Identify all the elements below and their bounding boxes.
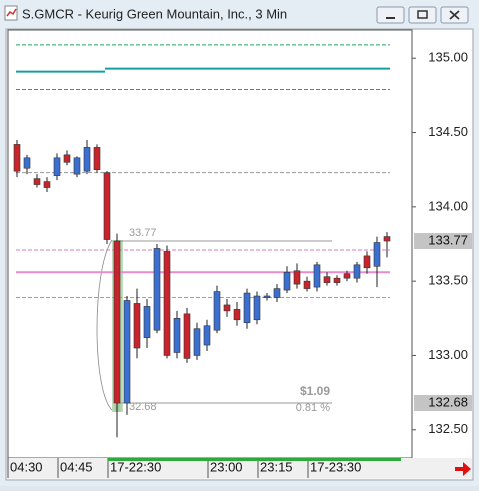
y-tick-label: 133.00	[428, 347, 468, 362]
scroll-arrow[interactable]	[455, 462, 471, 476]
price-badge	[414, 233, 472, 250]
candle-body	[173, 318, 181, 353]
candle-body	[133, 303, 141, 349]
candle-body	[293, 270, 301, 285]
measure-change: $1.09	[300, 384, 330, 398]
selection-outline	[96, 239, 113, 411]
candle-body	[253, 295, 261, 321]
candle-body	[163, 251, 171, 356]
candle-body	[73, 157, 81, 175]
x-tick-label: 17-23:30	[310, 459, 361, 474]
candle-body	[303, 280, 311, 289]
x-tick-label: 04:45	[60, 459, 93, 474]
candle-body	[363, 255, 371, 269]
y-tick-label: 133.50	[428, 273, 468, 288]
candle-body	[63, 154, 71, 163]
candle-body	[213, 291, 221, 331]
candle-body	[313, 264, 321, 288]
candle-body	[33, 178, 41, 185]
candle-body	[193, 328, 201, 356]
y-tick-label: 132.50	[428, 421, 468, 436]
candle-body	[23, 157, 31, 169]
candle-body	[183, 313, 191, 359]
measure-low-label: 32.68	[129, 401, 157, 413]
candle-body	[203, 325, 211, 346]
price-badge	[414, 395, 472, 412]
x-tick-label: 04:30	[10, 459, 43, 474]
candle-body	[333, 277, 341, 283]
time-axis	[8, 458, 472, 478]
minimize-button[interactable]	[376, 6, 405, 24]
candle-body	[223, 304, 231, 312]
candle-body	[143, 306, 151, 338]
y-tick-label: 134.00	[428, 198, 468, 213]
candle-body	[353, 264, 361, 279]
candle-body	[113, 240, 121, 404]
candle-body	[13, 144, 21, 172]
candle-body	[153, 248, 161, 331]
candle-body	[53, 157, 61, 176]
plot-area	[7, 29, 413, 459]
candle-body	[373, 242, 381, 267]
measure-percent: 0.81 %	[296, 402, 330, 414]
x-tick-label: 23:15	[260, 459, 293, 474]
candle-body	[103, 172, 111, 240]
candle-body	[233, 309, 241, 321]
window-title: S.GMCR - Keurig Green Mountain, Inc., 3 …	[22, 6, 287, 21]
candle-body	[243, 292, 251, 324]
candle-body	[123, 300, 131, 404]
x-tick-label: 17-22:30	[110, 459, 161, 474]
candle-body	[263, 295, 271, 298]
y-tick-label: 135.00	[428, 50, 468, 65]
candle-body	[83, 147, 91, 172]
candle-body	[273, 288, 281, 298]
maximize-button[interactable]	[408, 6, 437, 24]
price-badge-label: 132.68	[428, 394, 468, 409]
candle-body	[323, 276, 331, 283]
candle-body	[343, 273, 351, 279]
candle-body	[43, 181, 51, 188]
candle-body	[93, 147, 101, 170]
candle-body	[383, 236, 391, 242]
measure-high-label: 33.77	[129, 227, 157, 239]
x-tick-label: 23:00	[210, 459, 243, 474]
price-badge-label: 133.77	[428, 232, 468, 247]
session-bar	[108, 458, 401, 461]
y-tick-label: 134.50	[428, 124, 468, 139]
candle-body	[283, 271, 291, 291]
